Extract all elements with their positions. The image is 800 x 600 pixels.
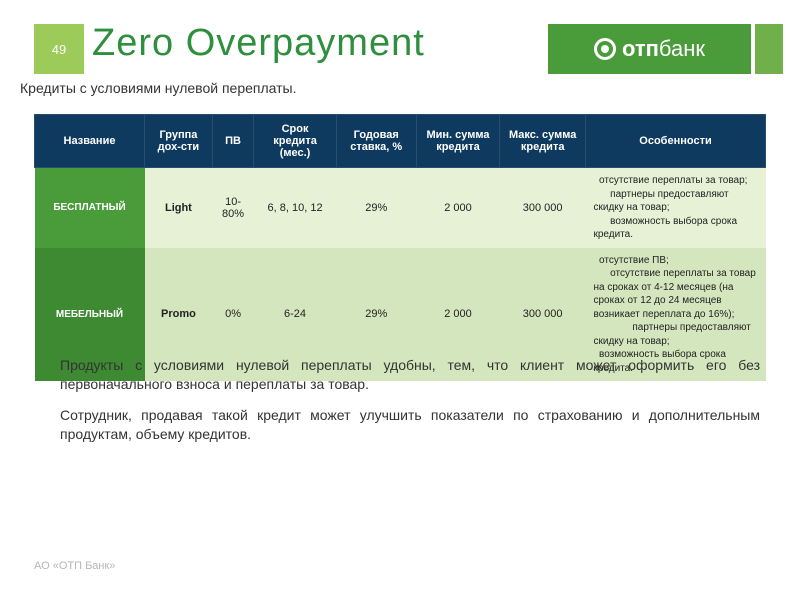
col-max: Макс. сумма кредита [500,115,586,168]
paragraph-1: Продукты с условиями нулевой переплаты у… [60,356,760,394]
brand-logo: отпбанк [548,24,783,74]
brand-main: отпбанк [548,24,751,74]
brand-icon [594,38,616,60]
cell-term: 6, 8, 10, 12 [254,168,336,248]
brand-tab [755,24,783,74]
cell-name: БЕСПЛАТНЫЙ [35,168,145,248]
cell-features: отсутствие переплаты за товар; партнеры … [586,168,766,248]
table-header-row: Название Группа дох-сти ПВ Срок кредита … [35,115,766,168]
col-rate: Годовая ставка, % [336,115,416,168]
products-table: Название Группа дох-сти ПВ Срок кредита … [34,114,766,381]
col-min: Мин. сумма кредита [416,115,500,168]
brand-name-2: банк [659,36,705,61]
col-pv: ПВ [212,115,253,168]
subtitle: Кредиты с условиями нулевой переплаты. [20,80,296,96]
cell-max: 300 000 [500,168,586,248]
brand-name-1: отп [622,36,659,61]
col-name: Название [35,115,145,168]
table-row: БЕСПЛАТНЫЙ Light 10-80% 6, 8, 10, 12 29%… [35,168,766,248]
paragraph-2: Сотрудник, продавая такой кредит может у… [60,406,760,444]
cell-min: 2 000 [416,168,500,248]
col-features: Особенности [586,115,766,168]
page-number-badge: 49 [34,24,84,74]
cell-rate: 29% [336,168,416,248]
footer-company: АО «ОТП Банк» [34,560,115,572]
cell-pv: 10-80% [212,168,253,248]
page-title: Zero Overpayment [92,22,425,65]
col-group: Группа дох-сти [145,115,213,168]
cell-group: Light [145,168,213,248]
col-term: Срок кредита (мес.) [254,115,336,168]
